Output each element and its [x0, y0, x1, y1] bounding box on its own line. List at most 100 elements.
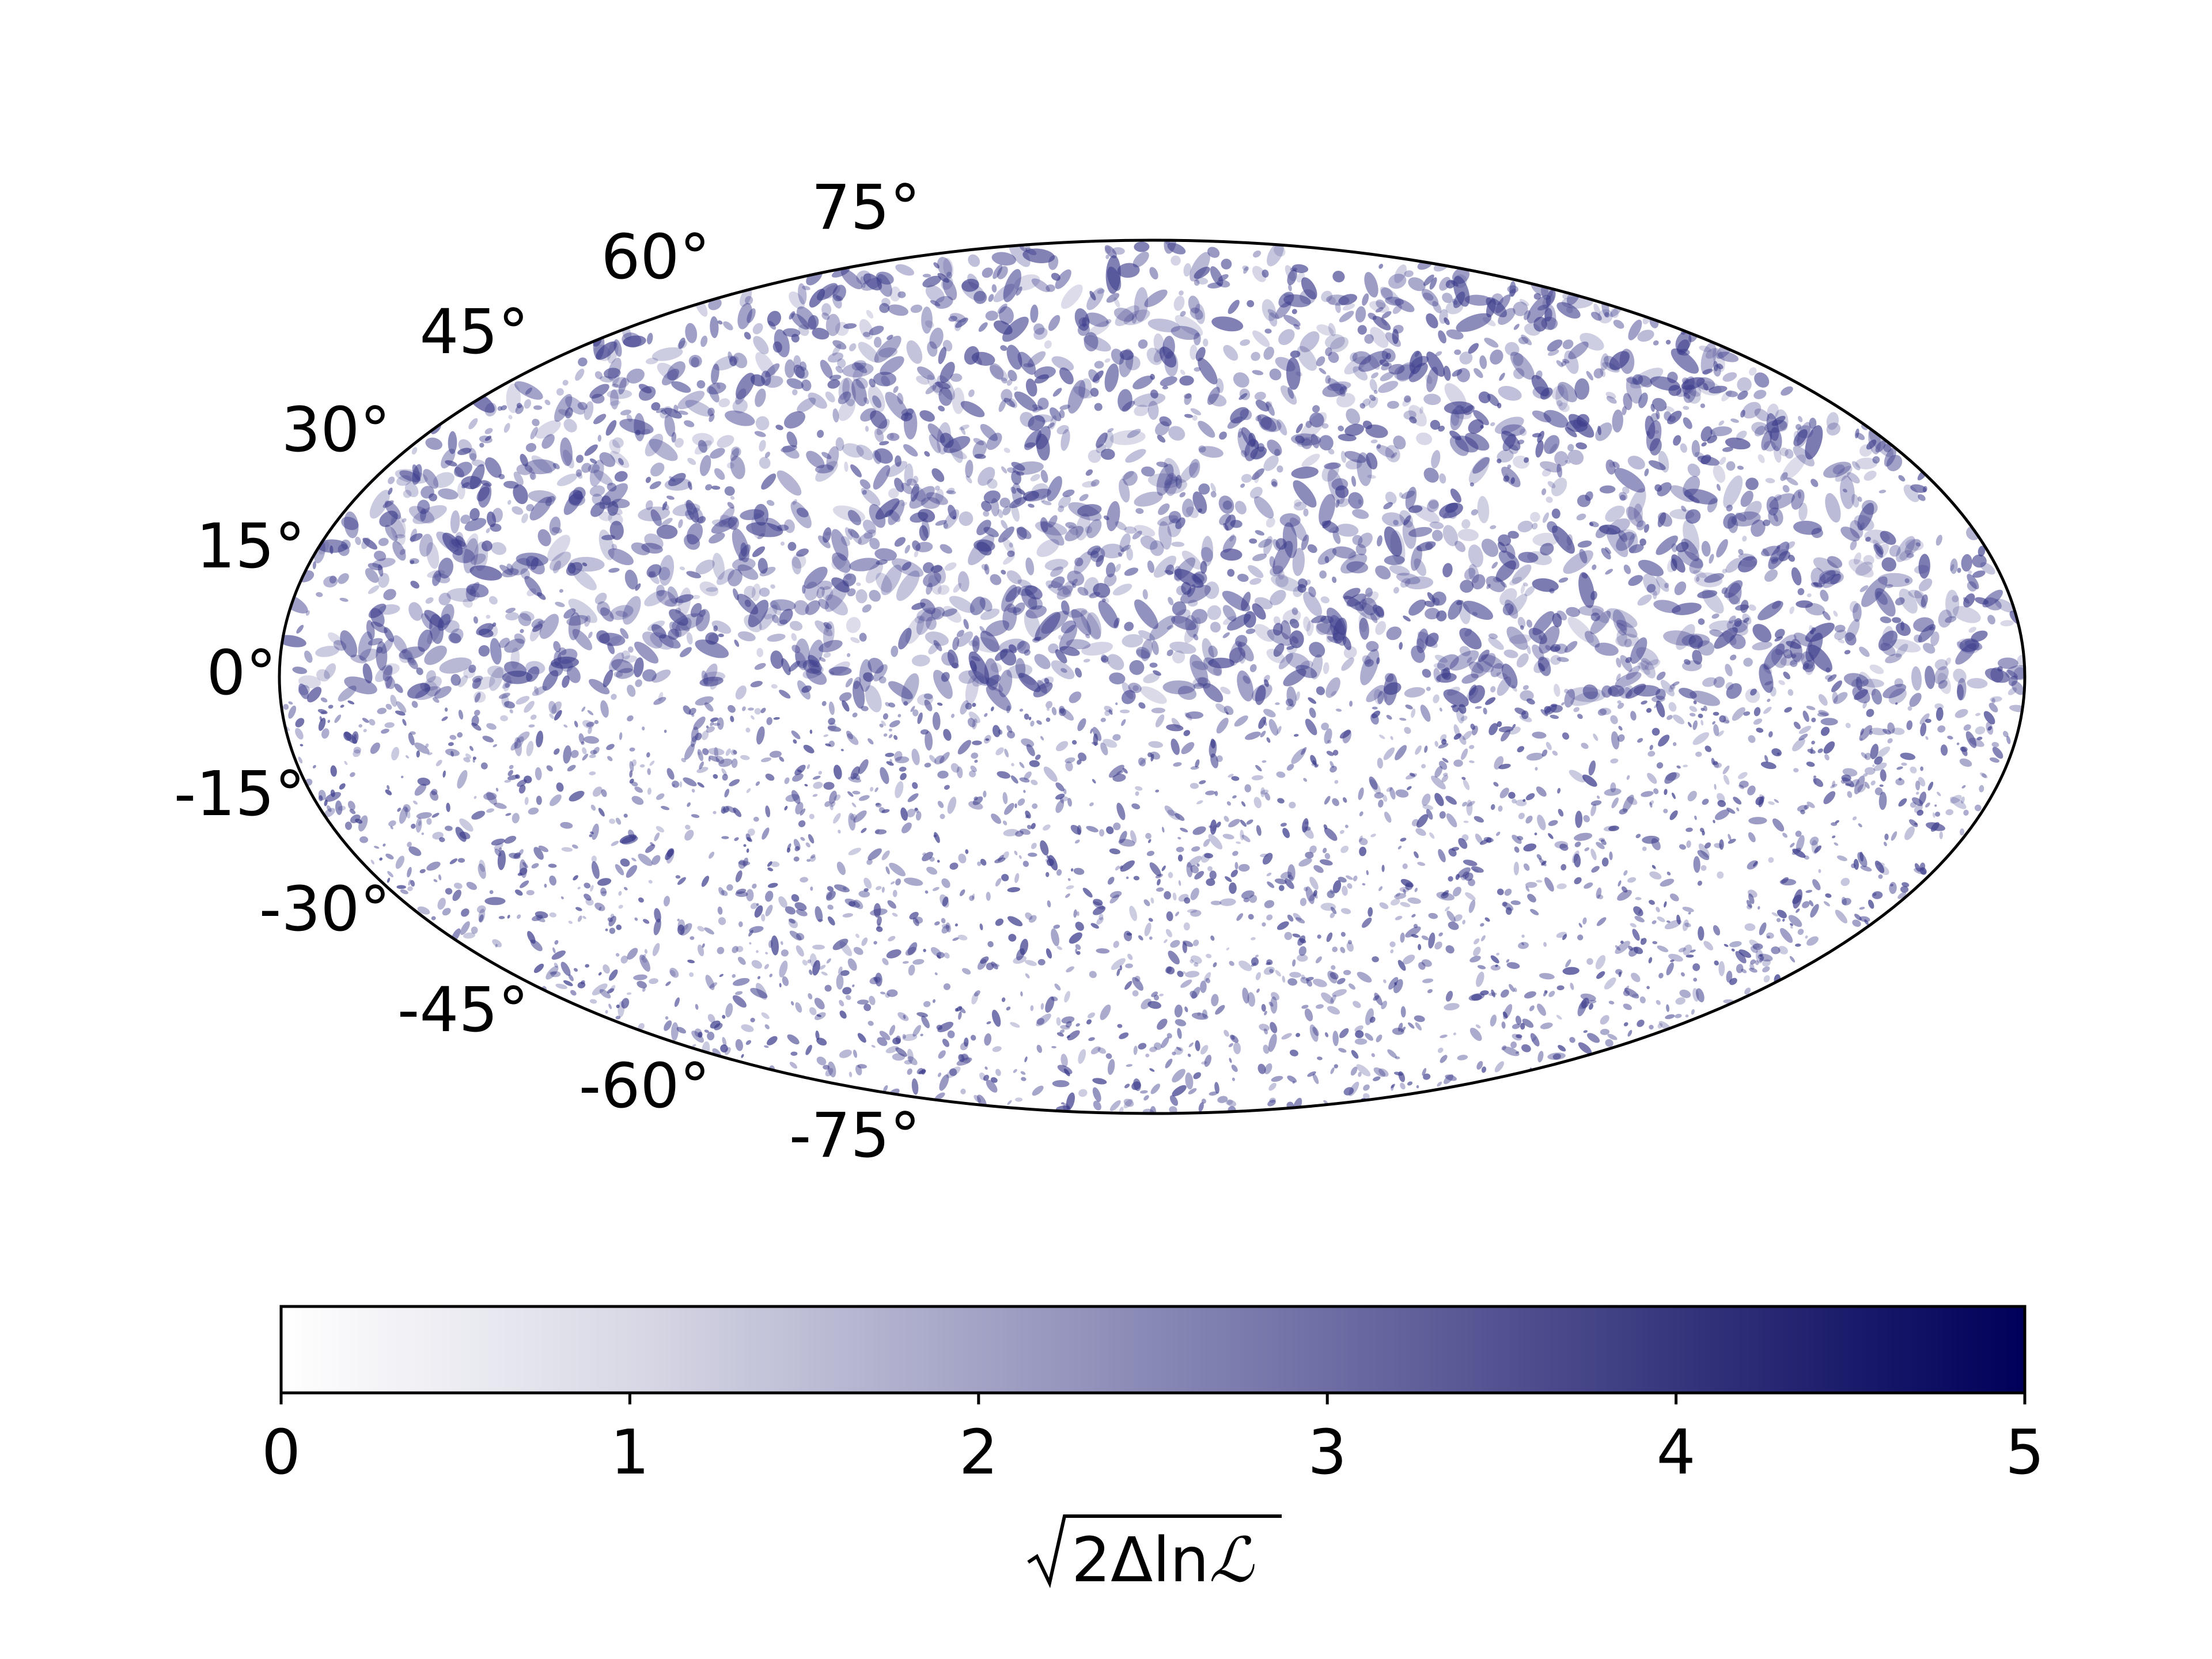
map-speckle [1556, 360, 1563, 368]
map-speckle [1722, 765, 1730, 775]
map-speckle [1145, 832, 1152, 839]
map-speckle [546, 765, 553, 772]
map-speckle [1247, 992, 1256, 1007]
map-speckle [1065, 757, 1075, 763]
map-speckle [476, 905, 486, 914]
map-speckle [752, 546, 766, 558]
map-speckle [1147, 1001, 1161, 1009]
map-speckle [1657, 945, 1669, 953]
map-speckle [956, 766, 963, 778]
map-speckle [1737, 377, 1752, 392]
map-speckle [488, 596, 498, 605]
map-speckle [1597, 309, 1613, 324]
map-speckle [1040, 840, 1049, 856]
map-speckle [842, 987, 852, 995]
map-speckle [968, 254, 980, 267]
map-speckle [732, 946, 738, 953]
map-speckle [1179, 375, 1194, 386]
map-speckle [831, 529, 849, 561]
map-speckle [1440, 734, 1447, 741]
map-speckle [943, 983, 950, 990]
map-speckle [1758, 906, 1760, 910]
map-speckle [1453, 1032, 1457, 1036]
map-speckle [923, 571, 942, 588]
map-speckle [425, 743, 429, 748]
map-speckle [656, 524, 678, 539]
map-speckle [1376, 445, 1395, 458]
map-speckle [1229, 882, 1237, 894]
map-speckle [445, 888, 453, 895]
map-speckle [1813, 775, 1817, 778]
map-speckle [1200, 547, 1213, 562]
map-speckle [1093, 733, 1098, 747]
map-speckle [1842, 897, 1851, 906]
map-speckle [1013, 602, 1025, 615]
map-speckle [669, 969, 676, 977]
map-speckle [599, 452, 616, 467]
map-speckle [600, 700, 609, 718]
map-speckle [1666, 872, 1671, 876]
map-speckle [504, 638, 525, 653]
map-speckle [1519, 298, 1529, 306]
map-speckle [1453, 759, 1463, 767]
map-speckle [1088, 449, 1101, 463]
map-speckle [449, 858, 458, 865]
map-speckle [985, 310, 998, 321]
map-speckle [1324, 853, 1331, 859]
map-speckle [652, 347, 683, 361]
map-speckle [1472, 457, 1490, 474]
map-speckle [1685, 827, 1693, 832]
map-speckle [1307, 1071, 1316, 1077]
map-speckle [1116, 802, 1126, 820]
map-speckle [911, 1078, 919, 1095]
map-speckle [1691, 440, 1700, 457]
map-speckle [1255, 972, 1262, 980]
map-speckle [408, 657, 416, 665]
map-speckle [965, 460, 974, 478]
map-speckle [1469, 482, 1475, 487]
map-speckle [869, 537, 880, 550]
map-speckle [1119, 1032, 1129, 1039]
map-speckle [1257, 414, 1277, 431]
map-speckle [1369, 301, 1389, 313]
map-speckle [1226, 1100, 1237, 1107]
map-speckle [1731, 948, 1735, 952]
map-speckle [1065, 893, 1070, 898]
map-speckle [1878, 874, 1883, 879]
map-speckle [1703, 382, 1709, 391]
map-speckle [1643, 524, 1650, 533]
map-speckle [402, 518, 407, 523]
map-speckle [1046, 707, 1050, 711]
map-speckle [1391, 452, 1397, 459]
map-speckle [1028, 853, 1037, 857]
map-speckle [1330, 1067, 1335, 1074]
map-speckle [329, 575, 337, 584]
map-speckle [1776, 918, 1781, 922]
map-speckle [1156, 461, 1168, 468]
map-speckle [832, 294, 842, 309]
map-speckle [904, 463, 914, 487]
map-speckle [1019, 777, 1030, 783]
map-speckle [1785, 449, 1794, 459]
map-speckle [464, 518, 487, 532]
map-speckle [1476, 1060, 1483, 1070]
map-speckle [1391, 1084, 1395, 1089]
map-speckle [1513, 861, 1520, 876]
map-speckle [717, 906, 723, 915]
map-speckle [1607, 1033, 1618, 1040]
map-speckle [1059, 624, 1078, 651]
map-speckle [815, 1031, 820, 1040]
map-speckle [699, 761, 704, 770]
map-speckle [1324, 796, 1331, 805]
map-speckle [947, 797, 957, 814]
map-speckle [1501, 729, 1511, 742]
map-speckle [666, 768, 675, 780]
map-speckle [759, 566, 776, 577]
map-speckle [1901, 762, 1907, 766]
map-speckle [1267, 242, 1284, 267]
map-speckle [821, 971, 828, 976]
map-speckle [1134, 491, 1163, 507]
map-speckle [1186, 862, 1193, 877]
map-speckle [1086, 1019, 1092, 1025]
